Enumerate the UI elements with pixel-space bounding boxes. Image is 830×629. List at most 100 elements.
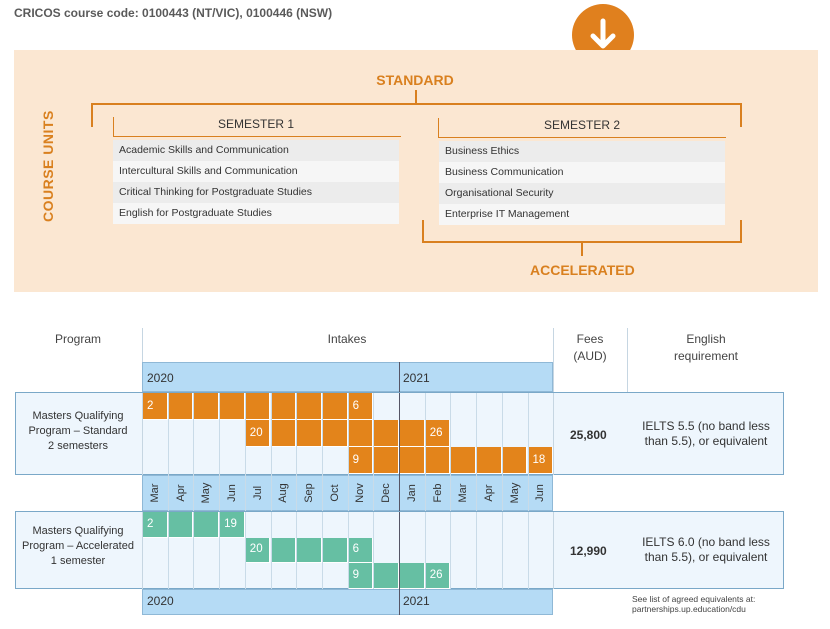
grid-line [476, 393, 478, 475]
month-label: Jul [251, 485, 264, 501]
intake-cell [244, 537, 271, 563]
column-divider [142, 512, 143, 589]
header-divider [553, 328, 554, 392]
standard-program-name: Masters Qualifying Program – Standard 2 … [28, 410, 128, 452]
list-item: Academic Skills and Communication [113, 140, 399, 161]
grid-line [399, 475, 400, 511]
header-divider [627, 328, 628, 392]
column-divider [142, 393, 143, 475]
month-label: Jun [534, 484, 547, 502]
intake-cell [193, 393, 220, 420]
intake-end-date: 18 [532, 453, 546, 466]
grid-line [347, 512, 349, 589]
semester-2-title: SEMESTER 2 [543, 118, 621, 132]
semester-1-title: SEMESTER 1 [217, 117, 295, 131]
year-2020-top: 2020 [147, 371, 174, 385]
grid-line [347, 393, 349, 475]
semester-2-rule [438, 137, 726, 138]
standard-bracket-stem [415, 90, 417, 104]
month-label: May [200, 482, 213, 504]
grid-line [424, 512, 426, 589]
intake-cell [527, 447, 554, 474]
semester-2-rule-left [438, 118, 439, 138]
month-label: Feb [431, 483, 444, 503]
intake-cell [321, 393, 348, 420]
intake-cell [244, 393, 271, 420]
intake-cell [476, 447, 502, 474]
intake-start-date: 2 [147, 399, 154, 412]
list-item: Organisational Security [439, 183, 725, 204]
grid-line [527, 512, 529, 589]
intake-cell [347, 537, 374, 563]
month-label: Dec [380, 483, 393, 503]
intake-cell [450, 447, 477, 474]
accelerated-english: IELTS 6.0 (no band less than 5.5), or eq… [642, 535, 770, 564]
english-header: English requirement [673, 332, 739, 363]
grid-line [167, 393, 169, 475]
fees-header: Fees (AUD) [573, 332, 607, 363]
header-divider [142, 328, 143, 362]
month-label: Sep [303, 483, 316, 503]
grid-line [219, 475, 221, 511]
standard-label: STANDARD [376, 72, 454, 88]
intake-end-date: 6 [352, 399, 359, 412]
grid-line [219, 512, 221, 589]
equivalents-note: See list of agreed equivalents at: partn… [632, 594, 756, 614]
intake-cell [424, 447, 451, 474]
grid-line [450, 512, 452, 589]
accelerated-fee: 12,990 [570, 544, 607, 558]
intake-end-date: 26 [429, 426, 443, 439]
grid-line [399, 393, 400, 475]
standard-bracket [91, 103, 741, 105]
grid-line [296, 393, 298, 475]
month-label: Aug [277, 483, 290, 503]
intake-cell [347, 563, 374, 589]
grid-line [167, 512, 169, 589]
grid-line [296, 512, 298, 589]
list-item: Intercultural Skills and Communication [113, 161, 399, 182]
column-divider [553, 512, 554, 589]
year-bar-bottom [142, 589, 553, 615]
month-label: Jun [225, 484, 238, 502]
year-2020-bottom: 2020 [147, 594, 174, 608]
year-bar-top [142, 362, 553, 392]
intake-end-date: 19 [224, 517, 237, 530]
month-label: Jan [405, 484, 418, 502]
intake-end-date: 26 [429, 568, 443, 581]
grid-line [450, 475, 452, 511]
month-label: Apr [482, 484, 495, 502]
intake-cell [167, 512, 194, 538]
month-label: May [508, 482, 521, 504]
intake-cell [399, 447, 425, 474]
grid-line [527, 475, 529, 511]
intake-cell [399, 563, 425, 589]
semester-1-rule [113, 136, 401, 137]
grid-line [476, 475, 478, 511]
grid-line [270, 512, 272, 589]
grid-line [193, 475, 195, 511]
grid-line [501, 512, 503, 589]
column-divider [553, 393, 554, 475]
year-divider [399, 362, 400, 392]
intake-cell [270, 393, 297, 420]
intake-cell [142, 393, 168, 420]
intake-start-date: 9 [352, 568, 359, 581]
grid-line [501, 393, 503, 475]
intake-cell [142, 512, 168, 538]
intake-cell [373, 420, 399, 447]
standard-bracket-left [91, 103, 93, 127]
grid-line [219, 393, 221, 475]
intake-cell [270, 537, 297, 563]
intake-cell [296, 393, 322, 420]
intake-start-date: 20 [249, 426, 263, 439]
grid-line [321, 475, 323, 511]
grid-line [270, 475, 272, 511]
month-label: Mar [457, 483, 470, 503]
grid-line [270, 393, 272, 475]
accelerated-bracket-stem [581, 242, 583, 256]
intake-cell [373, 563, 399, 589]
month-label: Nov [354, 483, 367, 503]
intake-end-date: 6 [352, 543, 359, 556]
month-label: Mar [148, 483, 161, 503]
month-label: Oct [328, 484, 341, 502]
